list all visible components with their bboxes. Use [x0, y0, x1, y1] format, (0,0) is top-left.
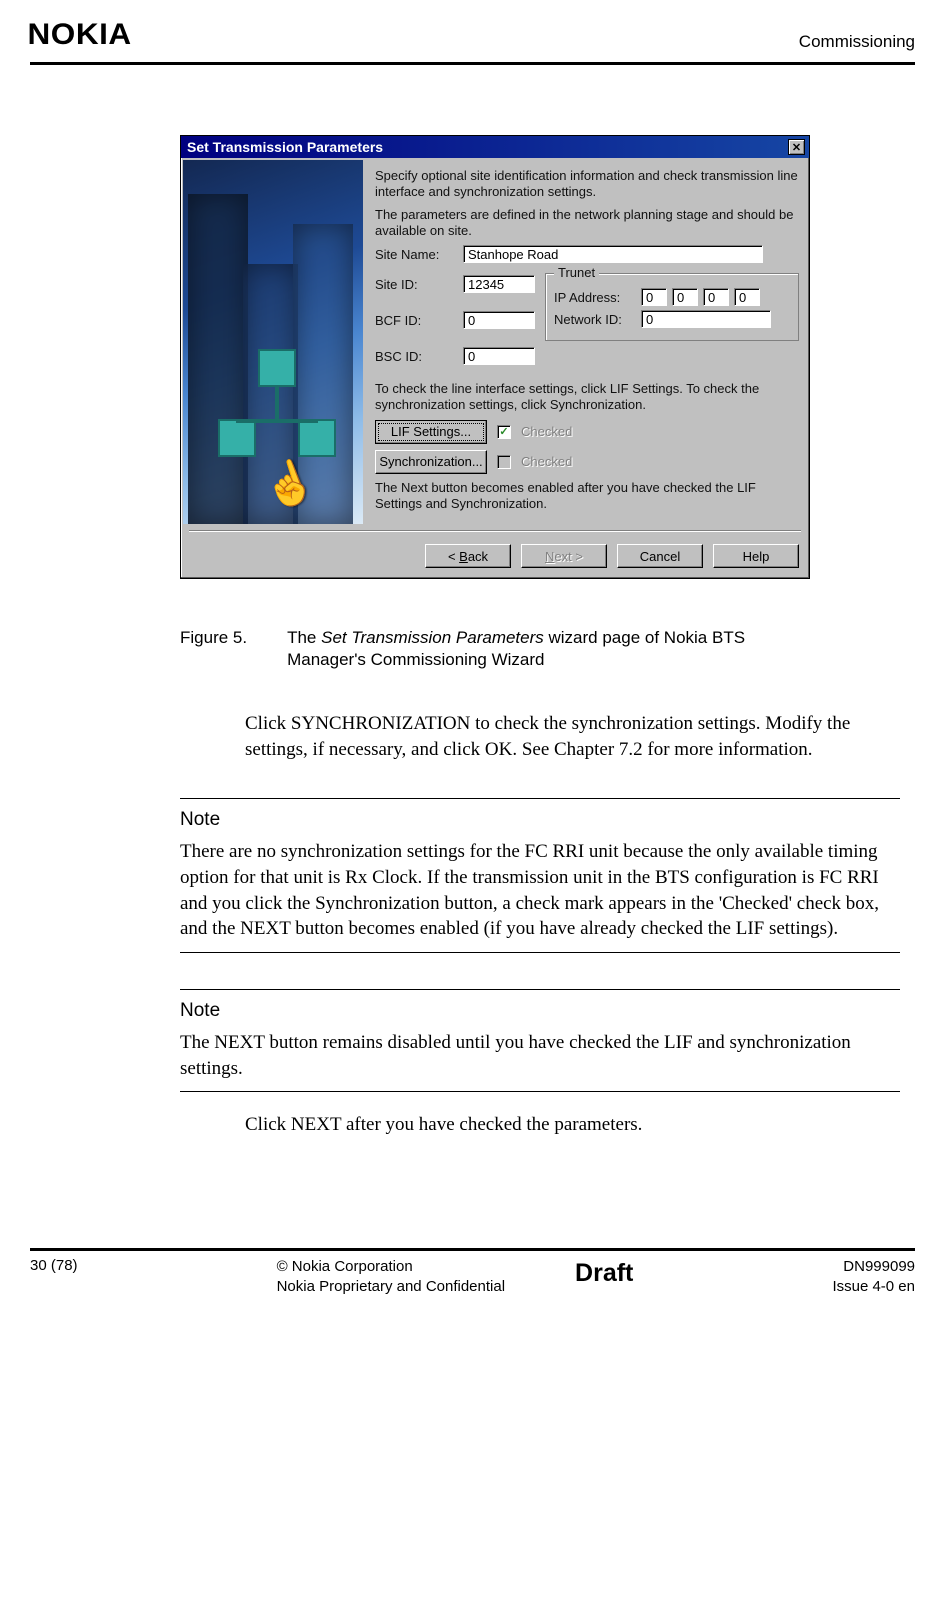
dialog-titlebar[interactable]: Set Transmission Parameters ✕: [181, 136, 809, 158]
paragraph-click-next: Click NEXT after you have checked the pa…: [245, 1112, 895, 1138]
checkbox-sync-checked[interactable]: [497, 455, 511, 469]
content-area: Set Transmission Parameters ✕ ☝: [180, 135, 915, 1138]
dialog-title: Set Transmission Parameters: [187, 139, 383, 155]
input-bsc-id[interactable]: [463, 347, 535, 365]
cancel-button[interactable]: Cancel: [617, 544, 703, 568]
header-rule: [30, 62, 915, 65]
note-block-2: Note The NEXT button remains disabled un…: [180, 989, 900, 1092]
next-button[interactable]: Next >: [521, 544, 607, 568]
close-icon[interactable]: ✕: [788, 139, 805, 155]
paragraph-sync-instruction: Click SYNCHRONIZATION to check the synch…: [245, 711, 895, 762]
input-ip-4[interactable]: [734, 288, 760, 306]
note-1-title: Note: [180, 809, 900, 831]
nokia-logo: NOKIA: [28, 18, 132, 52]
synchronization-button[interactable]: Synchronization...: [375, 450, 487, 474]
note-1-text: There are no synchronization settings fo…: [180, 839, 900, 942]
label-site-name: Site Name:: [375, 247, 463, 262]
label-site-id: Site ID:: [375, 277, 463, 292]
label-sync-checked: Checked: [521, 454, 572, 469]
groupbox-trunet-title: Trunet: [554, 265, 599, 280]
dialog-mid-text: To check the line interface settings, cl…: [375, 381, 799, 414]
figure-number: Figure 5.: [180, 627, 247, 671]
label-ip-address: IP Address:: [554, 290, 636, 305]
footer-issue: Issue 4-0 en: [832, 1277, 915, 1297]
label-lif-checked: Checked: [521, 424, 572, 439]
back-button[interactable]: < Back: [425, 544, 511, 568]
footer-doc-id: DN999099: [832, 1257, 915, 1277]
figure-text: The Set Transmission Parameters wizard p…: [287, 627, 827, 671]
dialog-footer: < Back Next > Cancel Help: [181, 538, 809, 578]
page-footer: 30 (78) © Nokia Corporation Nokia Propri…: [0, 1251, 945, 1318]
input-ip-2[interactable]: [672, 288, 698, 306]
input-bcf-id[interactable]: [463, 311, 535, 329]
label-bcf-id: BCF ID:: [375, 313, 463, 328]
footer-confidential: Nokia Proprietary and Confidential: [277, 1277, 505, 1297]
footer-page-number: 30 (78): [30, 1257, 78, 1274]
footer-copyright: © Nokia Corporation: [277, 1257, 505, 1277]
groupbox-trunet: Trunet IP Address: Network ID:: [545, 273, 799, 341]
dialog-separator: [189, 530, 801, 532]
input-ip-1[interactable]: [641, 288, 667, 306]
dialog-sidebar-image: ☝: [183, 160, 363, 524]
dialog-bottom-text: The Next button becomes enabled after yo…: [375, 480, 799, 513]
dialog-intro-2: The parameters are defined in the networ…: [375, 207, 799, 240]
label-bsc-id: BSC ID:: [375, 349, 463, 364]
note-block-1: Note There are no synchronization settin…: [180, 798, 900, 953]
checkbox-lif-checked[interactable]: ✓: [497, 425, 511, 439]
dialog-intro-1: Specify optional site identification inf…: [375, 168, 799, 201]
help-button[interactable]: Help: [713, 544, 799, 568]
note-2-title: Note: [180, 1000, 900, 1022]
label-network-id: Network ID:: [554, 312, 636, 327]
input-site-id[interactable]: [463, 275, 535, 293]
dialog-set-transmission-parameters: Set Transmission Parameters ✕ ☝: [180, 135, 810, 579]
network-diagram-icon: [218, 349, 338, 469]
note-2-text: The NEXT button remains disabled until y…: [180, 1030, 900, 1081]
footer-draft: Draft: [575, 1257, 633, 1298]
input-network-id[interactable]: [641, 310, 771, 328]
header-section-title: Commissioning: [799, 32, 915, 52]
page-header: NOKIA Commissioning: [0, 0, 945, 56]
figure-caption: Figure 5. The Set Transmission Parameter…: [180, 627, 915, 671]
lif-settings-button[interactable]: LIF Settings...: [375, 420, 487, 444]
input-ip-3[interactable]: [703, 288, 729, 306]
input-site-name[interactable]: [463, 245, 763, 263]
